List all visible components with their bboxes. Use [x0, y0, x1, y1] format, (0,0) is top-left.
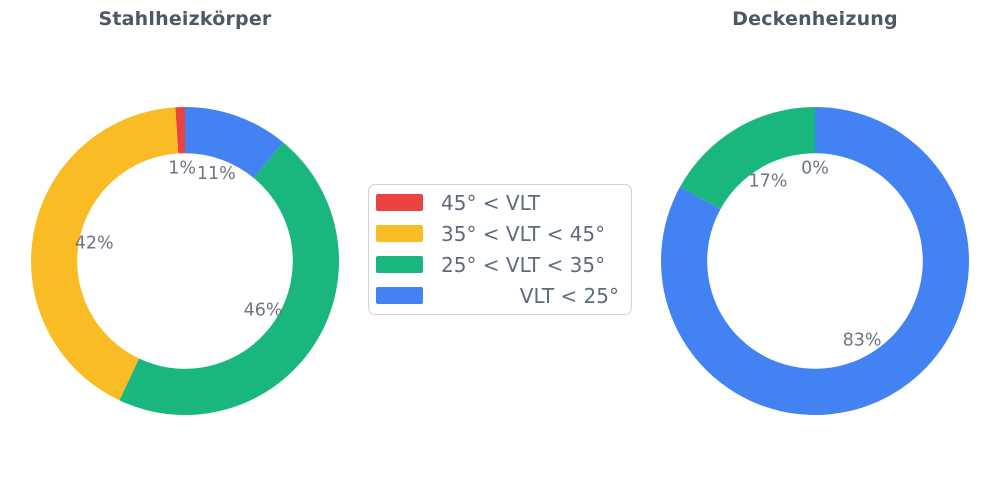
percent-label: 17% — [749, 171, 788, 191]
legend-item-35-45: 35° < VLT < 45° — [376, 218, 619, 249]
pie-slice-vlt-25- — [661, 107, 969, 416]
chart-title-deckenheizung: Deckenheizung — [732, 8, 898, 30]
pie-slice-vlt-25- — [185, 107, 284, 178]
percent-label: 1% — [168, 159, 196, 179]
legend-label: 25° < VLT < 35° — [441, 252, 606, 277]
legend-label: 45° < VLT — [441, 190, 541, 215]
legend-item-45-lt-vlt: 45° < VLT — [376, 187, 619, 218]
percent-label: 42% — [75, 234, 114, 254]
chart-title-stahlheizkoerper: Stahlheizkörper — [98, 8, 272, 30]
legend-swatch-blue — [376, 287, 423, 304]
donut-chart-stahlheizkoerper: 1% 42% 46% 11% — [31, 107, 339, 416]
legend-item-25-35: 25° < VLT < 35° — [376, 249, 619, 280]
legend-swatch-yellow — [376, 225, 423, 242]
pie-slice-25-vlt-35- — [680, 107, 815, 210]
legend: 45° < VLT 35° < VLT < 45° 25° < VLT < 35… — [368, 184, 632, 315]
percent-label: 83% — [843, 331, 882, 351]
legend-item-vlt-lt-25: VLT < 25° — [376, 280, 619, 311]
percent-label: 11% — [197, 164, 236, 184]
legend-label: VLT < 25° — [519, 283, 619, 308]
legend-swatch-red — [376, 194, 423, 211]
legend-label: 35° < VLT < 45° — [441, 221, 606, 246]
pie-slice-35-vlt-45- — [31, 107, 179, 401]
legend-swatch-green — [376, 256, 423, 273]
percent-label: 46% — [244, 301, 283, 321]
pie-slice-25-vlt-35- — [119, 142, 339, 416]
donut-chart-deckenheizung: 0% 17% 83% — [661, 107, 969, 416]
pie-slice-45-vlt — [175, 107, 185, 154]
percent-label: 0% — [801, 159, 829, 179]
